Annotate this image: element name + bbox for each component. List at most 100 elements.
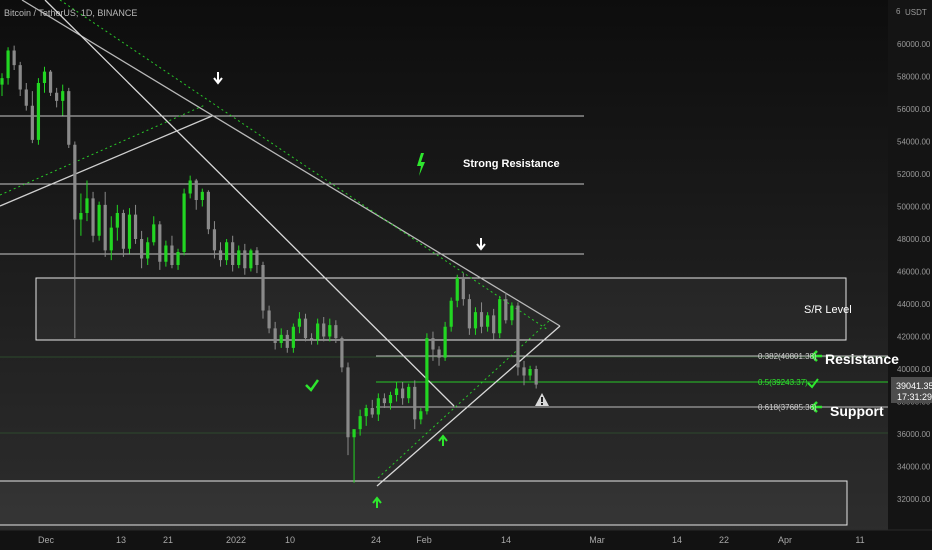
candle-body [449,300,453,327]
candle [79,193,83,236]
candle-body [431,338,435,350]
candle [419,408,423,425]
candle-body [115,213,119,228]
time-tick-label: 13 [116,535,126,545]
candle [273,321,277,350]
candle-body [316,323,320,340]
candle-body [91,198,95,236]
time-tick-label: 11 [855,535,864,545]
candle-body [194,180,198,200]
candle [461,273,465,306]
candle-body [473,312,478,329]
candle-body [267,310,271,329]
price-tick-label: 60000.00 [897,40,931,49]
candle-body [279,334,283,343]
candle-body [394,388,399,395]
candle-body [370,408,374,415]
price-tick-label: 42000.00 [897,333,931,342]
candle-body [382,398,387,404]
price-axis-background [888,0,932,530]
candle-body [340,338,344,368]
candle-body [109,227,113,251]
candle [212,221,217,259]
price-axis[interactable]: 6 USDT 32000.0034000.0036000.0038000.004… [888,0,932,530]
candle [425,333,429,415]
candle-body [18,65,22,90]
candle [297,312,302,334]
time-tick-label: 2022 [226,535,246,545]
time-tick-label: Feb [416,535,432,545]
candle [358,409,362,436]
time-tick-label: 24 [371,535,381,545]
price-tick-label: 36000.00 [897,430,931,439]
candle [188,175,192,199]
candle [401,382,405,405]
candle-body [425,338,429,412]
candle-body [0,78,4,85]
candle [73,141,77,339]
candle-body [85,198,89,213]
fib-382-label: 0.382(40801.38) [758,352,817,361]
candle-body [36,83,41,140]
candle [36,78,41,145]
candle [152,216,156,246]
candle [316,318,320,345]
candle [261,261,265,319]
candle-body [486,315,490,327]
candle-body [127,214,132,249]
candle [206,190,210,235]
price-tick-label: 46000.00 [897,268,931,277]
candle-body [437,349,441,358]
candle-body [164,245,168,262]
candle [394,382,399,402]
candle-body [237,250,241,265]
candle-body [152,224,156,243]
price-tick-label: 44000.00 [897,300,931,309]
candle-body [352,429,356,438]
candle [492,308,496,340]
candle-body [24,89,28,106]
candle [18,61,22,96]
candle-body [309,338,314,340]
candle [370,399,374,418]
candle-body [358,416,362,430]
candle [91,191,95,243]
candle [249,248,253,272]
candle-body [261,265,265,311]
candle-body [79,213,83,220]
bottom-support-zone [0,480,848,526]
candle-body [249,250,253,269]
candle [231,235,235,272]
candles [0,45,538,483]
candle [67,87,71,148]
candle-body [419,411,423,420]
checkmark-icon [807,378,819,389]
support-label: Support [830,403,884,419]
candle [309,333,314,345]
candle [382,393,387,408]
candle [164,240,168,267]
time-tick-label: 14 [672,535,682,545]
candle [103,191,107,257]
sr-level-zone [35,277,847,341]
candle-body [6,50,10,79]
candle-body [401,388,405,399]
arrow-up-icon [438,434,448,446]
sr-level-label: S/R Level [804,304,852,316]
candle [158,221,162,270]
candle-body [176,252,180,265]
candle-body [200,191,204,200]
candle-body [206,191,210,230]
time-axis[interactable]: Dec 13 21 2022 10 24 Feb 14 Mar 14 22 Apr 11 [0,529,932,550]
candle [516,302,520,376]
fib-618-label: 0.618(37685.36) [758,403,817,412]
candle-body [291,326,295,348]
candle-body [61,91,65,101]
candle-body [231,242,235,265]
price-tick-label: 34000.00 [897,463,931,472]
candle [267,305,271,334]
candle-body [376,398,380,415]
candle [486,312,490,332]
candle-body [413,386,417,420]
